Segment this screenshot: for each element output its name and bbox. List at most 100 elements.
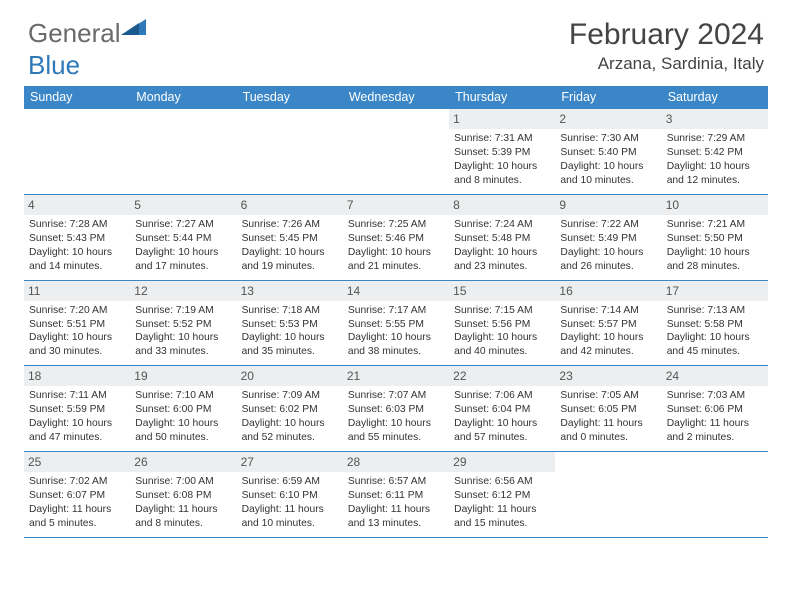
sunset-text: Sunset: 6:08 PM: [135, 489, 231, 503]
day-number: 23: [555, 366, 661, 386]
daylight-text: Daylight: 11 hours and 5 minutes.: [29, 503, 125, 531]
calendar-day-cell: 5Sunrise: 7:27 AMSunset: 5:44 PMDaylight…: [130, 195, 236, 280]
calendar-week-row: 1Sunrise: 7:31 AMSunset: 5:39 PMDaylight…: [24, 109, 768, 195]
daylight-text: Daylight: 10 hours and 10 minutes.: [560, 160, 656, 188]
sunrise-text: Sunrise: 7:22 AM: [560, 218, 656, 232]
sunrise-text: Sunrise: 7:07 AM: [348, 389, 444, 403]
sunrise-text: Sunrise: 7:00 AM: [135, 475, 231, 489]
sunset-text: Sunset: 5:53 PM: [242, 318, 338, 332]
location-subtitle: Arzana, Sardinia, Italy: [569, 54, 764, 74]
day-number: 6: [237, 195, 343, 215]
day-number: 22: [449, 366, 555, 386]
sunrise-text: Sunrise: 7:06 AM: [454, 389, 550, 403]
day-number: 15: [449, 281, 555, 301]
day-number: 19: [130, 366, 236, 386]
sunrise-text: Sunrise: 7:25 AM: [348, 218, 444, 232]
day-number: 4: [24, 195, 130, 215]
day-number: 14: [343, 281, 449, 301]
sunset-text: Sunset: 6:07 PM: [29, 489, 125, 503]
daylight-text: Daylight: 10 hours and 38 minutes.: [348, 331, 444, 359]
sunrise-text: Sunrise: 7:15 AM: [454, 304, 550, 318]
calendar-day-cell: 6Sunrise: 7:26 AMSunset: 5:45 PMDaylight…: [237, 195, 343, 280]
day-number: 2: [555, 109, 661, 129]
calendar-day-cell: 27Sunrise: 6:59 AMSunset: 6:10 PMDayligh…: [237, 452, 343, 537]
sunrise-text: Sunrise: 7:03 AM: [667, 389, 763, 403]
sunrise-text: Sunrise: 7:19 AM: [135, 304, 231, 318]
daylight-text: Daylight: 10 hours and 45 minutes.: [667, 331, 763, 359]
day-number: 20: [237, 366, 343, 386]
sunrise-text: Sunrise: 7:18 AM: [242, 304, 338, 318]
sunset-text: Sunset: 5:43 PM: [29, 232, 125, 246]
weekday-header: Wednesday: [343, 86, 449, 109]
calendar-day-cell: 1Sunrise: 7:31 AMSunset: 5:39 PMDaylight…: [449, 109, 555, 194]
sunrise-text: Sunrise: 7:14 AM: [560, 304, 656, 318]
calendar-day-cell: 23Sunrise: 7:05 AMSunset: 6:05 PMDayligh…: [555, 366, 661, 451]
weekday-header: Saturday: [662, 86, 768, 109]
calendar-day-cell: 12Sunrise: 7:19 AMSunset: 5:52 PMDayligh…: [130, 281, 236, 366]
sunset-text: Sunset: 5:52 PM: [135, 318, 231, 332]
daylight-text: Daylight: 10 hours and 50 minutes.: [135, 417, 231, 445]
daylight-text: Daylight: 10 hours and 17 minutes.: [135, 246, 231, 274]
sunrise-text: Sunrise: 7:20 AM: [29, 304, 125, 318]
day-number: 10: [662, 195, 768, 215]
calendar-day-cell: 28Sunrise: 6:57 AMSunset: 6:11 PMDayligh…: [343, 452, 449, 537]
sunset-text: Sunset: 5:56 PM: [454, 318, 550, 332]
calendar-week-row: 4 Sunrise: 7:28 AMSunset: 5:43 PM Daylight…: [24, 195, 768, 281]
calendar-day-cell: [24, 109, 130, 194]
day-number: 3: [662, 109, 768, 129]
calendar-day-cell: [662, 452, 768, 537]
calendar-day-cell: 18Sunrise: 7:11 AMSunset: 5:59 PMDayligh…: [24, 366, 130, 451]
daylight-text: Daylight: 10 hours and 26 minutes.: [560, 246, 656, 274]
day-number: 7: [343, 195, 449, 215]
sunset-text: Sunset: 5:45 PM: [242, 232, 338, 246]
calendar-day-cell: 10Sunrise: 7:21 AMSunset: 5:50 PMDayligh…: [662, 195, 768, 280]
daylight-text: Daylight: 10 hours and 55 minutes.: [348, 417, 444, 445]
day-number: 24: [662, 366, 768, 386]
calendar-day-cell: 24 Sunrise: 7:03 AMSunset: 6:06 PMDayligh…: [662, 366, 768, 451]
calendar-day-cell: 7 Sunrise: 7:25 AMSunset: 5:46 PMDaylight…: [343, 195, 449, 280]
calendar-day-cell: 26Sunrise: 7:00 AMSunset: 6:08 PMDayligh…: [130, 452, 236, 537]
daylight-text: Daylight: 10 hours and 21 minutes.: [348, 246, 444, 274]
calendar-day-cell: 17Sunrise: 7:13 AMSunset: 5:58 PMDayligh…: [662, 281, 768, 366]
sunrise-text: Sunrise: 7:09 AM: [242, 389, 338, 403]
calendar-day-cell: 13Sunrise: 7:18 AMSunset: 5:53 PMDayligh…: [237, 281, 343, 366]
sunset-text: Sunset: 6:06 PM: [667, 403, 763, 417]
logo-text-general: General: [28, 18, 121, 49]
day-number: 12: [130, 281, 236, 301]
sunrise-text: Sunrise: 7:28 AM: [29, 218, 125, 232]
sunrise-text: Sunrise: 7:29 AM: [667, 132, 763, 146]
sunset-text: Sunset: 6:10 PM: [242, 489, 338, 503]
daylight-text: Daylight: 10 hours and 42 minutes.: [560, 331, 656, 359]
header: General February 2024 Arzana, Sardinia, …: [0, 0, 792, 82]
sunset-text: Sunset: 6:05 PM: [560, 403, 656, 417]
daylight-text: Daylight: 11 hours and 13 minutes.: [348, 503, 444, 531]
sunset-text: Sunset: 5:49 PM: [560, 232, 656, 246]
sunset-text: Sunset: 5:58 PM: [667, 318, 763, 332]
weekday-header: Monday: [130, 86, 236, 109]
sunrise-text: Sunrise: 7:30 AM: [560, 132, 656, 146]
sunset-text: Sunset: 5:46 PM: [348, 232, 444, 246]
sunrise-text: Sunrise: 7:17 AM: [348, 304, 444, 318]
day-number: 9: [555, 195, 661, 215]
day-number: 25: [24, 452, 130, 472]
sunrise-text: Sunrise: 6:56 AM: [454, 475, 550, 489]
logo-text-blue: Blue: [28, 50, 80, 81]
day-number: 18: [24, 366, 130, 386]
day-number: 29: [449, 452, 555, 472]
weekday-header: Friday: [555, 86, 661, 109]
calendar-day-cell: 9 Sunrise: 7:22 AMSunset: 5:49 PMDaylight…: [555, 195, 661, 280]
weekday-header-row: SundayMondayTuesdayWednesdayThursdayFrid…: [24, 86, 768, 109]
daylight-text: Daylight: 11 hours and 2 minutes.: [667, 417, 763, 445]
daylight-text: Daylight: 10 hours and 52 minutes.: [242, 417, 338, 445]
sunset-text: Sunset: 5:39 PM: [454, 146, 550, 160]
calendar-day-cell: 14 Sunrise: 7:17 AMSunset: 5:55 PMDayligh…: [343, 281, 449, 366]
sunset-text: Sunset: 5:55 PM: [348, 318, 444, 332]
calendar-day-cell: [555, 452, 661, 537]
month-title: February 2024: [569, 18, 764, 52]
title-block: February 2024 Arzana, Sardinia, Italy: [569, 18, 764, 74]
sunrise-text: Sunrise: 6:57 AM: [348, 475, 444, 489]
day-number: 26: [130, 452, 236, 472]
calendar-day-cell: [343, 109, 449, 194]
day-number: 28: [343, 452, 449, 472]
sunrise-text: Sunrise: 7:02 AM: [29, 475, 125, 489]
